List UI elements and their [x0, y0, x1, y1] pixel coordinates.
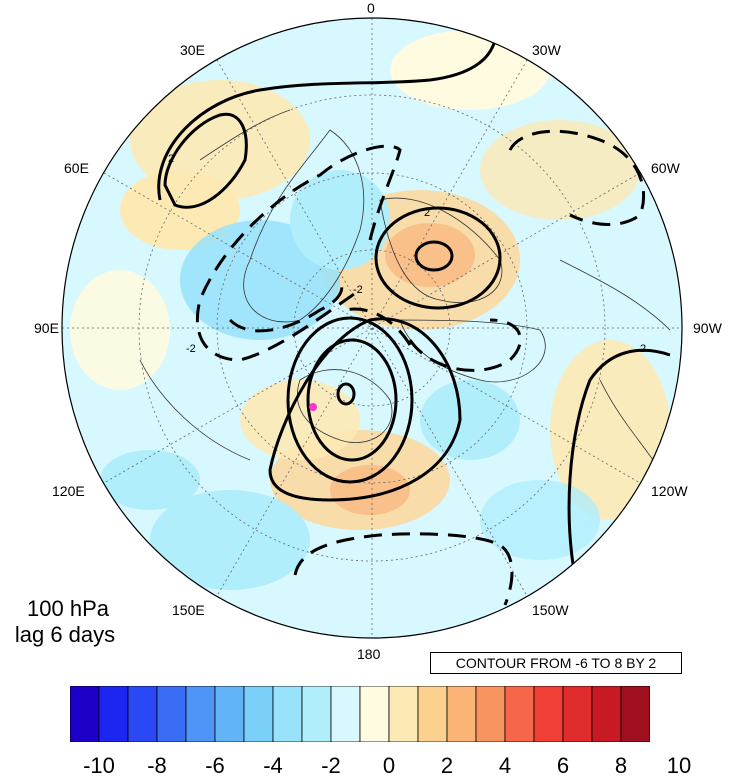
colorbar-tick-label: 6 [556, 753, 570, 778]
lon-label-60e: 60E [64, 160, 89, 176]
contour-label: 2 [424, 207, 430, 219]
map-border [61, 17, 683, 639]
colorbar-cell [359, 686, 390, 742]
lon-label-120w: 120W [651, 483, 688, 499]
colorbar-cell [562, 686, 593, 742]
colorbar-cell [98, 686, 129, 742]
map-disk: 2 2 -2 2 -2 [62, 18, 682, 638]
lon-label-30e: 30E [180, 42, 205, 58]
lon-label-90w: 90W [693, 320, 722, 336]
colorbar-cell [533, 686, 564, 742]
colorbar-tick-label: -6 [205, 753, 225, 778]
colorbar-cell [272, 686, 303, 742]
colorbar-tick-label: 4 [498, 753, 512, 778]
colorbar-tick-label: 2 [440, 753, 454, 778]
lon-label-120e: 120E [52, 483, 85, 499]
colorbar-tick-label: -4 [263, 753, 283, 778]
lon-label-0: 0 [367, 0, 375, 16]
graticule [62, 18, 682, 638]
lon-label-180: 180 [357, 646, 381, 662]
colorbar-tick-label: -10 [83, 753, 115, 778]
lon-label-30w: 30W [532, 42, 561, 58]
colorbar-cell [620, 686, 650, 742]
colorbar-cell [185, 686, 216, 742]
colorbar-cell [504, 686, 535, 742]
colorbar-tick-label: -2 [321, 753, 341, 778]
anomaly-shading [70, 30, 670, 590]
colorbar-cell [591, 686, 622, 742]
colorbar-tick-label: 0 [382, 753, 396, 778]
colorbar-cell [388, 686, 419, 742]
colorbar-cell [330, 686, 361, 742]
colorbar-tick-label: 8 [614, 753, 628, 778]
colorbar-cell [214, 686, 245, 742]
colorbar-cell [301, 686, 332, 742]
colorbar-cell [446, 686, 477, 742]
lon-label-150e: 150E [172, 602, 205, 618]
colorbar-cell [475, 686, 506, 742]
lag-label: lag 6 days [14, 622, 116, 647]
contour-label: -2 [186, 343, 196, 355]
negative-contours [195, 129, 646, 606]
positive-contours [157, 39, 671, 601]
contour-labels: 2 2 -2 2 -2 [168, 153, 646, 355]
colorbar-cell [70, 686, 100, 742]
contour-label: 2 [168, 153, 174, 165]
lon-label-150w: 150W [532, 602, 569, 618]
colorbar-cell [243, 686, 274, 742]
colorbar-cell [156, 686, 187, 742]
colorbar-cell [417, 686, 448, 742]
contour-label: -2 [353, 284, 363, 296]
colorbar-cell [127, 686, 158, 742]
colorbar-tick-label: 10 [666, 753, 692, 778]
lon-label-90e: 90E [34, 320, 59, 336]
contour-info-box: CONTOUR FROM -6 TO 8 BY 2 [430, 652, 682, 674]
pressure-level-label: 100 hPa [27, 596, 109, 621]
colorbar-tick-label: -8 [147, 753, 167, 778]
location-marker [309, 403, 317, 411]
contour-label: 2 [640, 343, 646, 355]
lon-label-60w: 60W [651, 160, 680, 176]
colorbar [70, 686, 650, 742]
